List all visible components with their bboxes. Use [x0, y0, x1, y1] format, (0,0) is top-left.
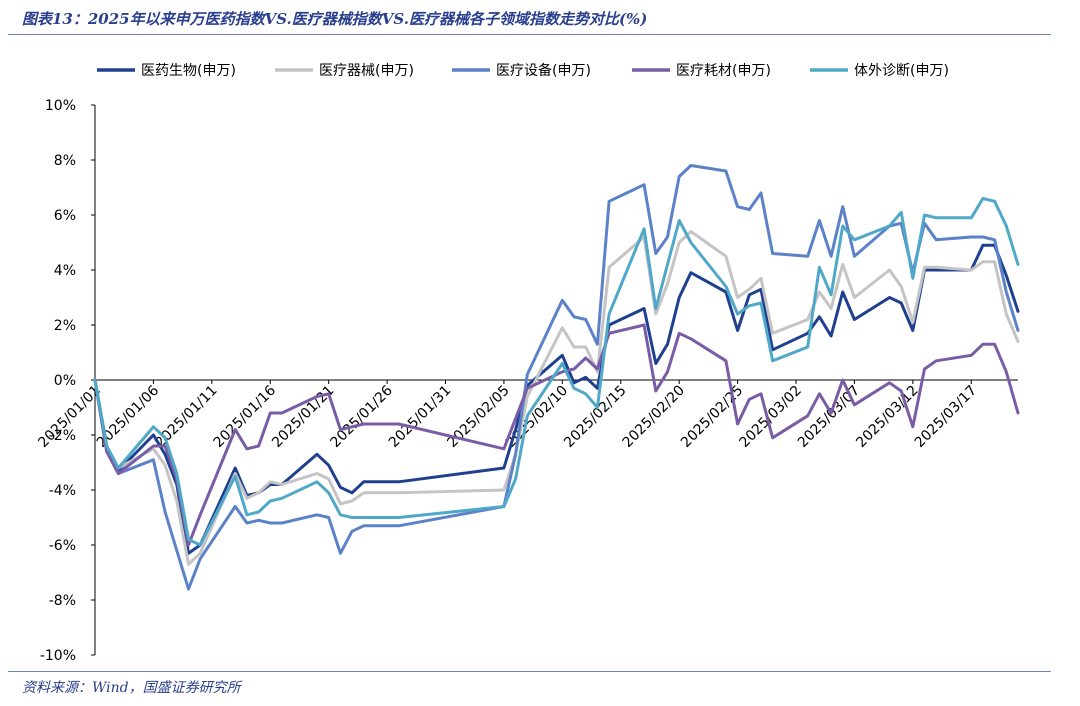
y-tick-label: 8% — [54, 153, 76, 169]
y-tick-label: 2% — [54, 318, 76, 334]
y-tick-label: 0% — [54, 373, 76, 389]
series-line-3 — [93, 164, 1020, 591]
x-tick-label: 2025/03/17 — [912, 383, 980, 451]
legend-label-3: 医疗设备(申万) — [496, 62, 591, 79]
figure-title: 图表13：2025年以来申万医药指数VS.医疗器械指数VS.医疗器械各子领域指数… — [22, 10, 648, 28]
y-tick-label: -4% — [49, 483, 76, 499]
y-tick-label: -2% — [49, 428, 76, 444]
series-line-5 — [93, 197, 1020, 547]
legend-label-5: 体外诊断(申万) — [854, 63, 949, 79]
bottom-rule — [8, 671, 1051, 672]
y-tick-label: 4% — [54, 263, 76, 279]
y-tick-label: -6% — [49, 538, 76, 554]
y-tick-label: -8% — [49, 593, 76, 609]
source-note: 资料来源：Wind，国盛证券研究所 — [22, 680, 241, 696]
series-lines — [93, 164, 1020, 591]
y-tick-label: 10% — [45, 98, 76, 114]
legend-label-1: 医药生物(申万) — [141, 63, 236, 79]
y-tick-label: -10% — [40, 648, 76, 664]
legend-label-2: 医疗器械(申万) — [319, 63, 414, 79]
series-line-2 — [93, 230, 1020, 566]
legend: 医药生物(申万) 医疗器械(申万) 医疗设备(申万) 医疗耗材(申万) 体外诊断(申万) — [97, 62, 949, 79]
legend-label-4: 医疗耗材(申万) — [676, 63, 771, 79]
y-tick-label: 6% — [54, 208, 76, 224]
top-rule — [8, 34, 1051, 35]
